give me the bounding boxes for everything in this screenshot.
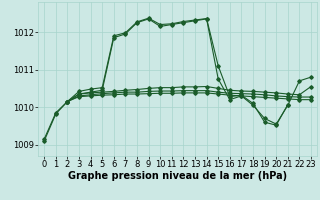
X-axis label: Graphe pression niveau de la mer (hPa): Graphe pression niveau de la mer (hPa) [68, 171, 287, 181]
